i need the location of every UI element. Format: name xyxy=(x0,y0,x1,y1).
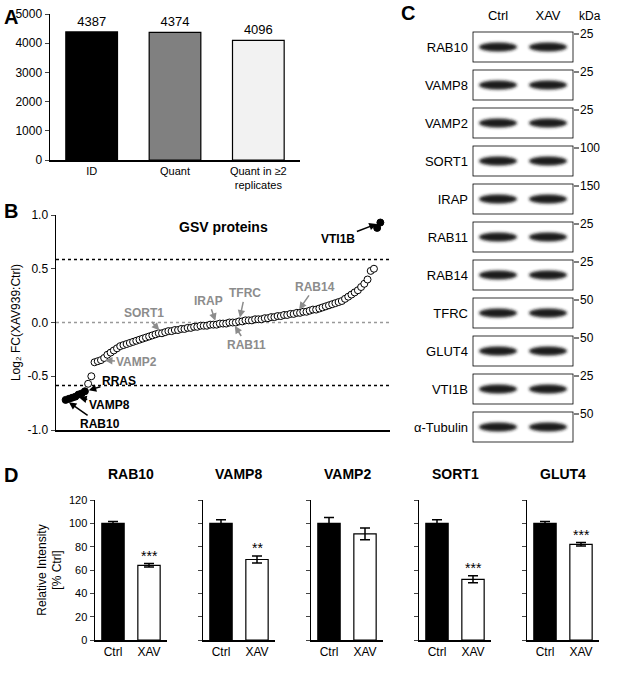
svg-text:25: 25 xyxy=(580,65,594,79)
svg-text:25: 25 xyxy=(580,217,594,231)
svg-text:Ctrl: Ctrl xyxy=(320,645,339,659)
svg-text:GLUT4: GLUT4 xyxy=(540,466,586,482)
svg-text:RAB11: RAB11 xyxy=(227,338,266,352)
svg-text:GSV proteins: GSV proteins xyxy=(179,219,268,235)
svg-text:XAV: XAV xyxy=(137,645,160,659)
svg-text:25: 25 xyxy=(580,255,594,269)
svg-text:40: 40 xyxy=(75,587,87,599)
svg-text:4000: 4000 xyxy=(15,36,42,50)
svg-text:Log₂ FC(XAV939:Ctrl): Log₂ FC(XAV939:Ctrl) xyxy=(9,264,23,381)
svg-text:0.0: 0.0 xyxy=(31,316,48,330)
svg-text:XAV: XAV xyxy=(353,645,376,659)
svg-text:RAB14: RAB14 xyxy=(427,268,468,283)
svg-text:VAMP2: VAMP2 xyxy=(324,466,371,482)
svg-text:VTI1B: VTI1B xyxy=(321,232,355,246)
svg-text:RRAS: RRAS xyxy=(102,374,136,388)
svg-text:A: A xyxy=(4,6,18,28)
svg-text:25: 25 xyxy=(580,369,594,383)
svg-text:2000: 2000 xyxy=(15,95,42,109)
svg-text:100: 100 xyxy=(69,517,87,529)
svg-text:***: *** xyxy=(573,527,590,543)
svg-text:-1.0: -1.0 xyxy=(27,423,48,437)
svg-text:1.0: 1.0 xyxy=(31,208,48,222)
svg-text:B: B xyxy=(4,200,18,222)
svg-text:50: 50 xyxy=(580,293,594,307)
svg-text:***: *** xyxy=(141,548,158,564)
svg-text:150: 150 xyxy=(580,179,600,193)
svg-text:SORT1: SORT1 xyxy=(124,306,164,320)
svg-text:TFRC: TFRC xyxy=(229,286,261,300)
svg-text:VAMP2: VAMP2 xyxy=(425,116,468,131)
svg-text:Ctrl: Ctrl xyxy=(212,645,231,659)
svg-text:XAV: XAV xyxy=(535,8,560,23)
svg-text:100: 100 xyxy=(580,141,600,155)
svg-text:VAMP8: VAMP8 xyxy=(215,466,262,482)
svg-text:VTI1B: VTI1B xyxy=(432,382,468,397)
svg-text:3000: 3000 xyxy=(15,66,42,80)
svg-text:VAMP8: VAMP8 xyxy=(425,78,468,93)
svg-text:-0.5: -0.5 xyxy=(27,369,48,383)
svg-text:120: 120 xyxy=(69,494,87,506)
svg-text:25: 25 xyxy=(580,27,594,41)
svg-text:60: 60 xyxy=(75,564,87,576)
svg-text:20: 20 xyxy=(75,611,87,623)
svg-text:50: 50 xyxy=(580,407,594,421)
svg-text:RAB14: RAB14 xyxy=(295,280,335,294)
svg-text:Ctrl: Ctrl xyxy=(104,645,123,659)
svg-text:Quant: Quant xyxy=(160,165,190,177)
svg-text:XAV: XAV xyxy=(569,645,592,659)
svg-text:1000: 1000 xyxy=(15,124,42,138)
svg-text:4387: 4387 xyxy=(77,14,106,29)
svg-text:RAB10: RAB10 xyxy=(427,40,468,55)
svg-text:4096: 4096 xyxy=(244,22,273,37)
svg-text:D: D xyxy=(4,464,18,486)
svg-text:SORT1: SORT1 xyxy=(425,154,468,169)
svg-text:kDa: kDa xyxy=(579,9,601,23)
svg-text:50: 50 xyxy=(580,331,594,345)
svg-text:80: 80 xyxy=(75,541,87,553)
svg-text:VAMP8: VAMP8 xyxy=(89,398,130,412)
svg-text:IRAP: IRAP xyxy=(438,192,468,207)
svg-text:GLUT4: GLUT4 xyxy=(426,344,468,359)
svg-text:C: C xyxy=(401,2,415,24)
svg-text:RAB11: RAB11 xyxy=(428,230,468,245)
svg-text:Quant in ≥2replicates: Quant in ≥2replicates xyxy=(230,165,287,191)
svg-text:XAV: XAV xyxy=(245,645,268,659)
svg-text:0: 0 xyxy=(81,634,87,646)
svg-text:α-Tubulin: α-Tubulin xyxy=(414,420,468,435)
svg-text:RAB10: RAB10 xyxy=(108,466,154,482)
svg-text:IRAP: IRAP xyxy=(194,294,223,308)
svg-text:VAMP2: VAMP2 xyxy=(116,355,157,369)
svg-text:0: 0 xyxy=(35,153,42,167)
svg-text:0.5: 0.5 xyxy=(31,262,48,276)
svg-text:Ctrl: Ctrl xyxy=(536,645,555,659)
svg-text:Relative Intensity[% Ctrl]: Relative Intensity[% Ctrl] xyxy=(35,524,65,615)
svg-text:**: ** xyxy=(252,540,263,556)
svg-text:XAV: XAV xyxy=(461,645,484,659)
svg-text:Ctrl: Ctrl xyxy=(428,645,447,659)
svg-text:***: *** xyxy=(465,560,482,576)
svg-text:25: 25 xyxy=(580,103,594,117)
svg-text:RAB10: RAB10 xyxy=(80,417,120,431)
svg-text:ID: ID xyxy=(86,165,97,177)
svg-text:4374: 4374 xyxy=(161,14,190,29)
svg-text:TFRC: TFRC xyxy=(433,306,468,321)
svg-text:Ctrl: Ctrl xyxy=(488,8,508,23)
svg-text:5000: 5000 xyxy=(15,7,42,21)
svg-text:SORT1: SORT1 xyxy=(432,466,479,482)
